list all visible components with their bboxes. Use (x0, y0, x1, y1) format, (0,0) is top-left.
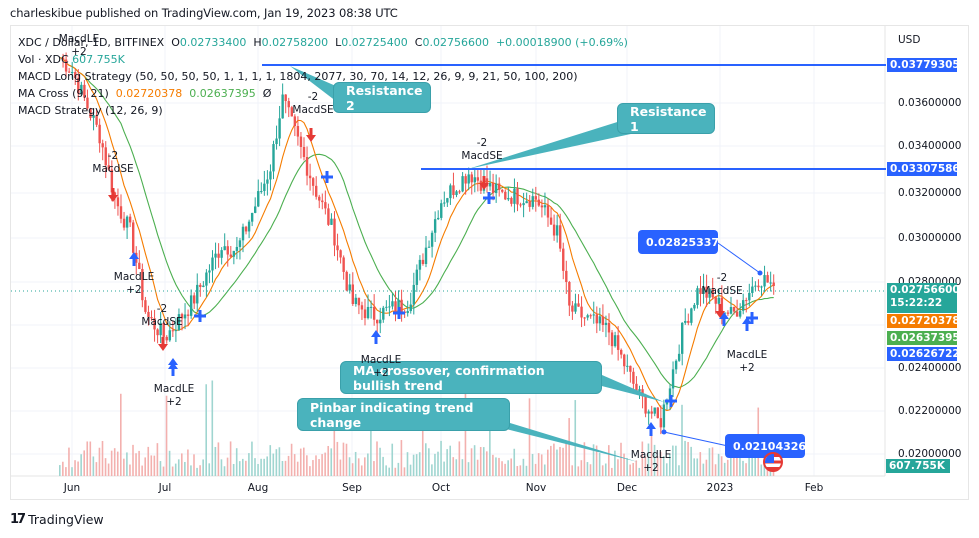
price-tick: 0.03400000 (898, 140, 962, 152)
signal-label: -2 MacdSE (141, 303, 183, 328)
ma-fast-value: 0.02720378 (115, 87, 183, 100)
ma-slow-price-tag: 0.02637395 (887, 331, 960, 345)
time-tick: 2023 (706, 482, 734, 494)
brand-name: TradingView (28, 512, 104, 527)
signal-label: -2 MacdSE (701, 272, 743, 297)
price-tick: 0.03200000 (898, 187, 962, 199)
legend-symbol-row: XDC / Dollar, 1D, BITFINEX O0.02733400 H… (18, 36, 628, 49)
signal-label: MacdLE +2 (113, 271, 155, 296)
open-value: 0.02733400 (179, 36, 247, 49)
time-tick: Jul (158, 482, 172, 494)
time-tick: Sep (342, 482, 362, 494)
signal-label: MacdLE +2 (153, 383, 195, 408)
published-info: charleskibue published on TradingView.co… (10, 6, 398, 20)
symbol-name[interactable]: XDC / Dollar, 1D, BITFINEX (18, 36, 165, 49)
last-price-tag: 0.02756600 15:22:22 (887, 283, 960, 313)
volume-tag: 607.755K (886, 459, 950, 473)
signal-label: MacdLE +2 (726, 349, 768, 374)
tradingview-logo-icon: 17 (10, 512, 26, 527)
price-tick: 0.03600000 (898, 97, 962, 109)
legend-macd-long-row[interactable]: MACD Long Strategy (50, 50, 50, 50, 1, 1… (18, 70, 578, 83)
time-tick: Dec (616, 482, 638, 494)
high-value: 0.02758200 (261, 36, 329, 49)
pinbar-callout[interactable]: Pinbar indicating trend change (297, 398, 510, 431)
currency-label: USD (898, 34, 921, 46)
time-tick: Jun (63, 482, 81, 494)
legend-volume-row[interactable]: Vol · XDC 607.755K (18, 53, 125, 66)
low-value: 0.02725400 (341, 36, 408, 49)
change-value: +0.00018900 (+0.69%) (495, 36, 628, 49)
resistance1-callout[interactable]: Resistance 1 (617, 103, 715, 134)
close-value: 0.02756600 (422, 36, 489, 49)
signal-label: MacdLE +2 (58, 33, 100, 58)
signal-label: MacdLE +2 (630, 449, 672, 474)
price-high-label[interactable]: 0.02825337 (638, 230, 719, 254)
ma-fast-price-tag: 0.02720378 (887, 314, 960, 328)
ma-slow-value: 0.02637395 (189, 87, 256, 100)
resistance1-price-tag: 0.03307586 (887, 162, 960, 176)
volume-value: 607.755K (72, 53, 125, 66)
resistance2-price-tag: 0.03779305 (887, 58, 960, 72)
time-tick: Oct (431, 482, 451, 494)
price-tick: 0.03000000 (898, 232, 962, 244)
footer-brand: 17 TradingView (10, 512, 104, 527)
ma-crossover-callout[interactable]: MA crossover, confirmation bullish trend (340, 361, 602, 394)
chart-legend: XDC / Dollar, 1D, BITFINEX O0.02733400 H… (18, 34, 628, 119)
price-tick: 0.02400000 (898, 362, 962, 374)
signal-label: -2 MacdSE (292, 91, 334, 116)
price-tick: 0.02200000 (898, 405, 962, 417)
price-tick: 0.02000000 (898, 448, 962, 460)
signal-label: -2 MacdSE (92, 150, 134, 175)
time-tick: Feb (804, 482, 824, 494)
us-flag-icon[interactable] (763, 452, 783, 472)
legend-macd-strategy-row[interactable]: MACD Strategy (12, 26, 9) (18, 104, 163, 117)
time-tick: Nov (525, 482, 547, 494)
blue-level-price-tag: 0.02626722 (887, 347, 960, 361)
time-tick: Aug (247, 482, 269, 494)
resistance2-callout[interactable]: Resistance 2 (333, 82, 431, 113)
signal-label: MacdLE +2 (360, 354, 402, 379)
bar-countdown: 15:22:22 (890, 297, 943, 309)
legend-ma-cross-row[interactable]: MA Cross (9, 21) 0.02720378 0.02637395 Ø (18, 87, 272, 100)
signal-label: -2 MacdSE (461, 137, 503, 162)
